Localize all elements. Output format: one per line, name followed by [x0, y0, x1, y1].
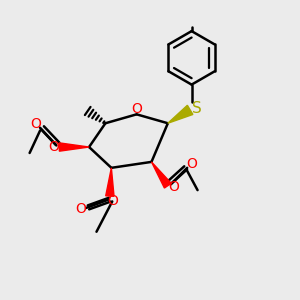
Polygon shape — [168, 105, 193, 123]
Text: O: O — [168, 180, 179, 194]
Text: O: O — [30, 117, 41, 131]
Polygon shape — [59, 143, 89, 151]
Text: O: O — [186, 157, 197, 171]
Polygon shape — [152, 162, 171, 188]
Text: O: O — [48, 140, 59, 154]
Text: O: O — [131, 102, 142, 116]
Text: O: O — [75, 202, 86, 216]
Polygon shape — [106, 168, 114, 196]
Text: O: O — [107, 194, 118, 208]
Text: S: S — [192, 101, 202, 116]
